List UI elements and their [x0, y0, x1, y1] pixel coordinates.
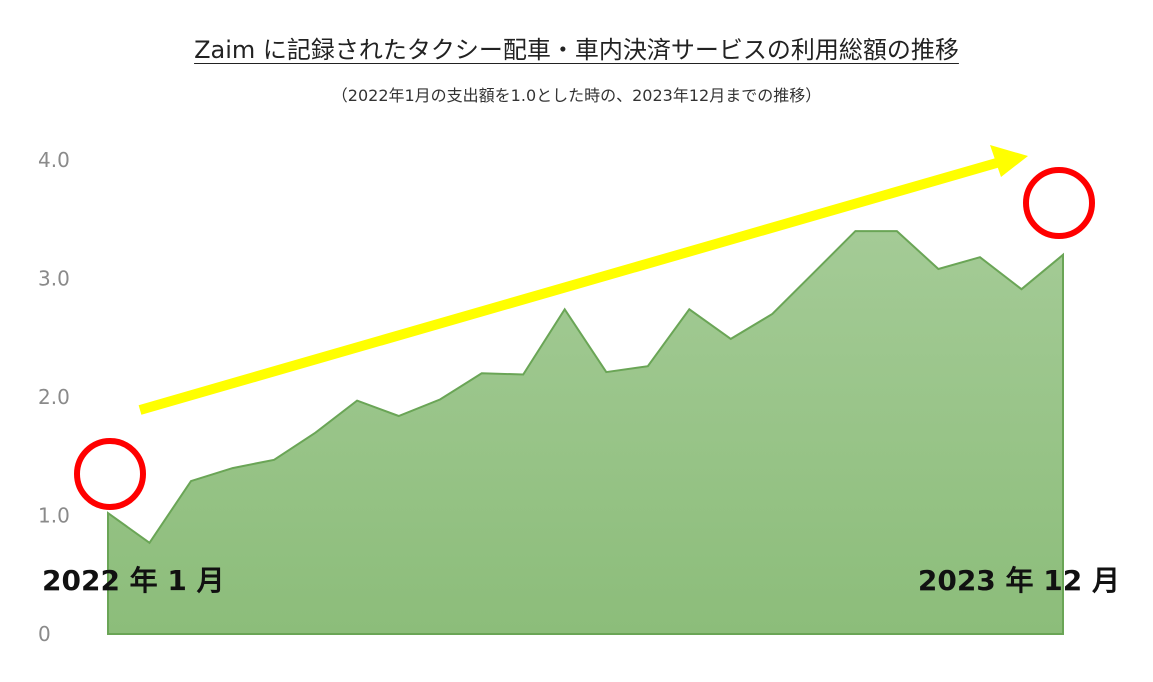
y-tick-label: 3.0	[38, 267, 70, 291]
chart-subtitle: （2022年1月の支出額を1.0とした時の、2023年12月までの推移）	[331, 86, 822, 105]
x-end-label: 2023 年 12 月	[918, 564, 1120, 597]
y-axis-ticks: 0 1.0 2.0 3.0 4.0	[38, 148, 70, 646]
annotations	[74, 145, 1095, 510]
trend-arrow-head	[990, 145, 1028, 177]
end-highlight-circle	[1023, 167, 1095, 239]
area-series	[107, 230, 1064, 635]
x-start-label: 2022 年 1 月	[42, 564, 225, 597]
chart-title: Zaim に記録されたタクシー配車・車内決済サービスの利用総額の推移	[194, 36, 959, 64]
y-tick-label: 4.0	[38, 148, 70, 172]
y-tick-label: 1.0	[38, 504, 70, 528]
trend-arrow-shaft	[138, 157, 1002, 415]
y-tick-label: 2.0	[38, 385, 70, 409]
y-tick-label: 0	[38, 622, 51, 646]
start-highlight-circle	[74, 438, 146, 510]
